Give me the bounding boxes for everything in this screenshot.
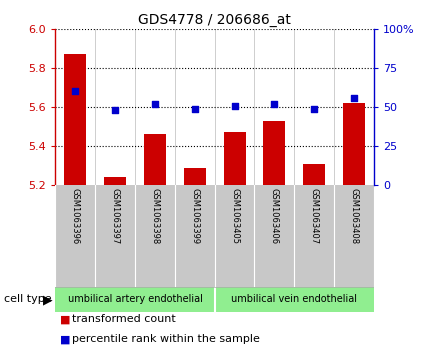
Bar: [184, 168, 206, 185]
Bar: [303, 164, 325, 185]
Text: GSM1063406: GSM1063406: [270, 188, 279, 244]
Text: ■: ■: [60, 334, 70, 344]
Text: umbilical vein endothelial: umbilical vein endothelial: [231, 294, 357, 305]
Bar: [264, 121, 285, 185]
Text: GSM1063407: GSM1063407: [310, 188, 319, 244]
Title: GDS4778 / 206686_at: GDS4778 / 206686_at: [138, 13, 291, 26]
Bar: [64, 54, 86, 185]
Text: ▶: ▶: [42, 293, 52, 306]
Point: [191, 106, 198, 111]
Bar: [104, 178, 126, 185]
Point: [351, 95, 357, 101]
Point: [112, 107, 119, 113]
Bar: [144, 134, 166, 185]
Text: GSM1063397: GSM1063397: [110, 188, 119, 244]
Point: [271, 101, 278, 107]
Text: GSM1063399: GSM1063399: [190, 188, 199, 244]
Text: cell type: cell type: [4, 294, 52, 305]
Text: umbilical artery endothelial: umbilical artery endothelial: [68, 294, 202, 305]
Text: GSM1063398: GSM1063398: [150, 188, 159, 244]
Point: [311, 106, 317, 111]
Text: ■: ■: [60, 314, 70, 325]
Text: GSM1063408: GSM1063408: [350, 188, 359, 244]
Bar: [343, 103, 365, 185]
Text: transformed count: transformed count: [72, 314, 176, 325]
Text: GSM1063396: GSM1063396: [71, 188, 79, 244]
Text: percentile rank within the sample: percentile rank within the sample: [72, 334, 260, 344]
Point: [151, 101, 158, 107]
Text: GSM1063405: GSM1063405: [230, 188, 239, 244]
Point: [72, 89, 79, 94]
Bar: [224, 132, 246, 185]
Point: [231, 103, 238, 109]
